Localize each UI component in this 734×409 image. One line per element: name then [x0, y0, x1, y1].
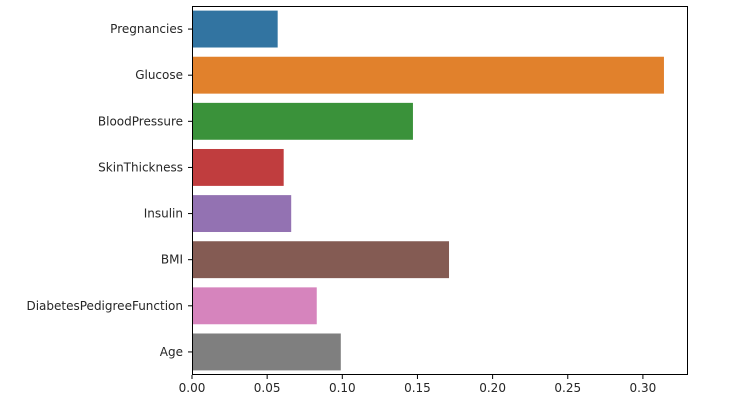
y-tick-label: Age	[160, 345, 183, 359]
y-tick-label: Pregnancies	[110, 22, 183, 36]
bar-glucose	[192, 56, 664, 94]
y-axis: Pregnancies Glucose BloodPressure SkinThick…	[26, 22, 192, 359]
y-tick-label: SkinThickness	[98, 160, 183, 174]
x-tick-label: 0.30	[630, 381, 657, 395]
x-tick-label: 0.10	[329, 381, 356, 395]
y-tick-label: Insulin	[144, 207, 183, 221]
x-tick-label: 0.05	[254, 381, 281, 395]
bar-age	[192, 333, 341, 371]
x-tick-label: 0.20	[479, 381, 506, 395]
bar-insulin	[192, 195, 292, 233]
y-tick-label: BloodPressure	[98, 114, 183, 128]
bar-bloodpressure	[192, 102, 413, 140]
bar-pregnancies	[192, 10, 278, 48]
x-tick-label: 0.00	[179, 381, 206, 395]
plot-frame	[192, 6, 688, 375]
y-tick-label: Glucose	[135, 68, 183, 82]
y-tick-label: BMI	[161, 253, 183, 267]
bar-skinthickness	[192, 148, 284, 186]
bar-diabetespedigreefunction	[192, 287, 317, 325]
x-tick-label: 0.15	[404, 381, 431, 395]
bar-bmi	[192, 241, 450, 279]
x-tick-label: 0.25	[554, 381, 581, 395]
x-axis: 0.00 0.05 0.10 0.15 0.20 0.25 0.30	[179, 375, 657, 395]
bars-group	[192, 10, 664, 371]
y-tick-label: DiabetesPedigreeFunction	[26, 299, 183, 313]
